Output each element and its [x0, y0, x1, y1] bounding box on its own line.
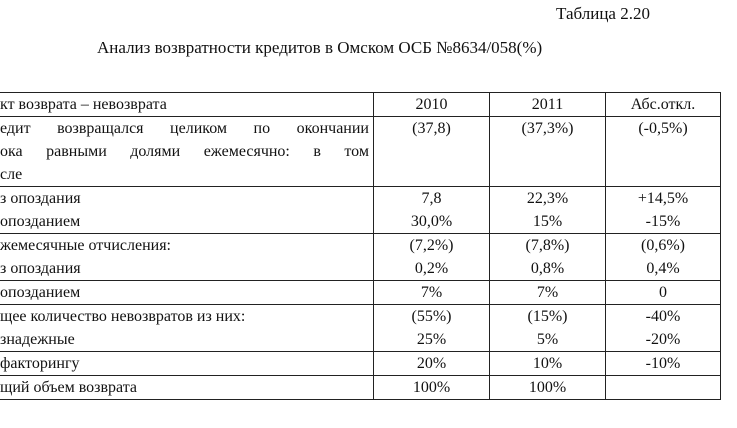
row-label-line: щее количество невозвратов из них: — [0, 308, 246, 325]
abs-deviation: +14,5% -15% — [605, 186, 721, 234]
value-2010-line: 0,2% — [414, 260, 449, 277]
table-row: з опоздания опозданием 7,8 30,0% 22,3% 15% +1… — [0, 186, 721, 234]
row-label: жемесячные отчисления: з опоздания — [0, 233, 374, 281]
value-2011-line: 22,3% — [526, 190, 569, 207]
row-label-line: знадежные — [0, 331, 75, 348]
abs-deviation-line: +14,5% — [637, 190, 689, 207]
abs-deviation: -40% -20% — [605, 304, 721, 352]
abs-deviation: (-0,5%) — [605, 116, 721, 187]
value-2011: 100% — [489, 375, 606, 400]
row-label: щий объем возврата — [0, 375, 374, 400]
header-row: кт возврата – невозврата 2010 2011 Абс.откл… — [0, 92, 721, 117]
row-label: едит возвращался целиком по окончании ока… — [0, 116, 374, 187]
row-label-line: факторингу — [0, 355, 80, 372]
row-label-line: едит возвращался целиком по окончании — [0, 120, 369, 137]
value-2011-line: 10% — [532, 355, 563, 372]
value-2011: 10% — [489, 351, 606, 376]
value-2010-line: (7,2%) — [409, 237, 454, 254]
table-row: щий объем возврата 100% 100% — [0, 375, 721, 400]
table-row: факторингу 20% 10% -10% — [0, 351, 721, 376]
row-label-line: з опоздания — [0, 260, 81, 277]
value-2010-line: (55%) — [411, 308, 452, 325]
abs-deviation-line: -15% — [645, 213, 681, 230]
value-2011: (37,3%) — [489, 116, 606, 187]
value-2011: 22,3% 15% — [489, 186, 606, 234]
value-2011-line: 100% — [528, 379, 567, 396]
abs-deviation-line: -20% — [645, 331, 681, 348]
abs-deviation-line: 0 — [659, 284, 667, 301]
credit-return-table: кт возврата – невозврата 2010 2011 Абс.откл… — [0, 92, 721, 400]
table-number: Таблица 2.20 — [556, 4, 650, 23]
value-2010-line: 20% — [416, 355, 447, 372]
row-label-line: ока равными долями ежемесячно: в том — [0, 143, 369, 160]
header-cell: кт возврата – невозврата — [0, 92, 374, 117]
row-label-line: жемесячные отчисления: — [0, 237, 171, 254]
table-row: опозданием 7% 7% 0 — [0, 280, 721, 305]
abs-deviation-line: -40% — [645, 308, 681, 325]
table-row: жемесячные отчисления: з опоздания (7,2%) 0… — [0, 233, 721, 281]
row-label: опозданием — [0, 280, 374, 305]
header-cell: Абс.откл. — [605, 92, 721, 117]
row-label-line: з опоздания — [0, 190, 81, 207]
value-2010: 20% — [373, 351, 490, 376]
value-2010: 100% — [373, 375, 490, 400]
abs-deviation-line: (-0,5%) — [638, 120, 688, 137]
table-row: едит возвращался целиком по окончании ока… — [0, 116, 721, 187]
value-2010: (37,8) — [373, 116, 490, 187]
row-label: з опоздания опозданием — [0, 186, 374, 234]
header-cell: 2011 — [489, 92, 606, 117]
value-2011-line: (15%) — [527, 308, 568, 325]
value-2011-line: 7% — [536, 284, 559, 301]
value-2010-line: (37,8) — [412, 120, 451, 137]
value-2011: (15%) 5% — [489, 304, 606, 352]
value-2011-line: 5% — [536, 331, 559, 348]
header-cell: 2010 — [373, 92, 490, 117]
value-2010-line: 25% — [416, 331, 447, 348]
value-2010-line: 7,8 — [421, 190, 442, 207]
value-2011-line: 0,8% — [530, 260, 565, 277]
row-label-line: опозданием — [0, 213, 81, 230]
row-label-line: щий объем возврата — [0, 379, 137, 396]
value-2010: (55%) 25% — [373, 304, 490, 352]
abs-deviation — [605, 375, 721, 400]
value-2010: 7,8 30,0% — [373, 186, 490, 234]
value-2011-line: (7,8%) — [525, 237, 570, 254]
row-label: факторингу — [0, 351, 374, 376]
value-2011: (7,8%) 0,8% — [489, 233, 606, 281]
table-row: щее количество невозвратов из них: знадеж… — [0, 304, 721, 352]
value-2011: 7% — [489, 280, 606, 305]
value-2010: 7% — [373, 280, 490, 305]
value-2010: (7,2%) 0,2% — [373, 233, 490, 281]
abs-deviation-line: 0,4% — [646, 260, 680, 277]
abs-deviation-line: -10% — [645, 355, 681, 372]
row-label-line: сле — [0, 166, 23, 183]
value-2010-line: 30,0% — [410, 213, 453, 230]
value-2010-line: 7% — [420, 284, 443, 301]
abs-deviation: (0,6%) 0,4% — [605, 233, 721, 281]
table-title: Анализ возвратности кредитов в Омском ОС… — [97, 38, 543, 57]
row-label-line: опозданием — [0, 284, 81, 301]
abs-deviation: 0 — [605, 280, 721, 305]
abs-deviation-line: (0,6%) — [641, 237, 685, 254]
value-2011-line: (37,3%) — [521, 120, 574, 137]
row-label: щее количество невозвратов из них: знадеж… — [0, 304, 374, 352]
value-2010-line: 100% — [412, 379, 451, 396]
abs-deviation: -10% — [605, 351, 721, 376]
value-2011-line: 15% — [532, 213, 563, 230]
